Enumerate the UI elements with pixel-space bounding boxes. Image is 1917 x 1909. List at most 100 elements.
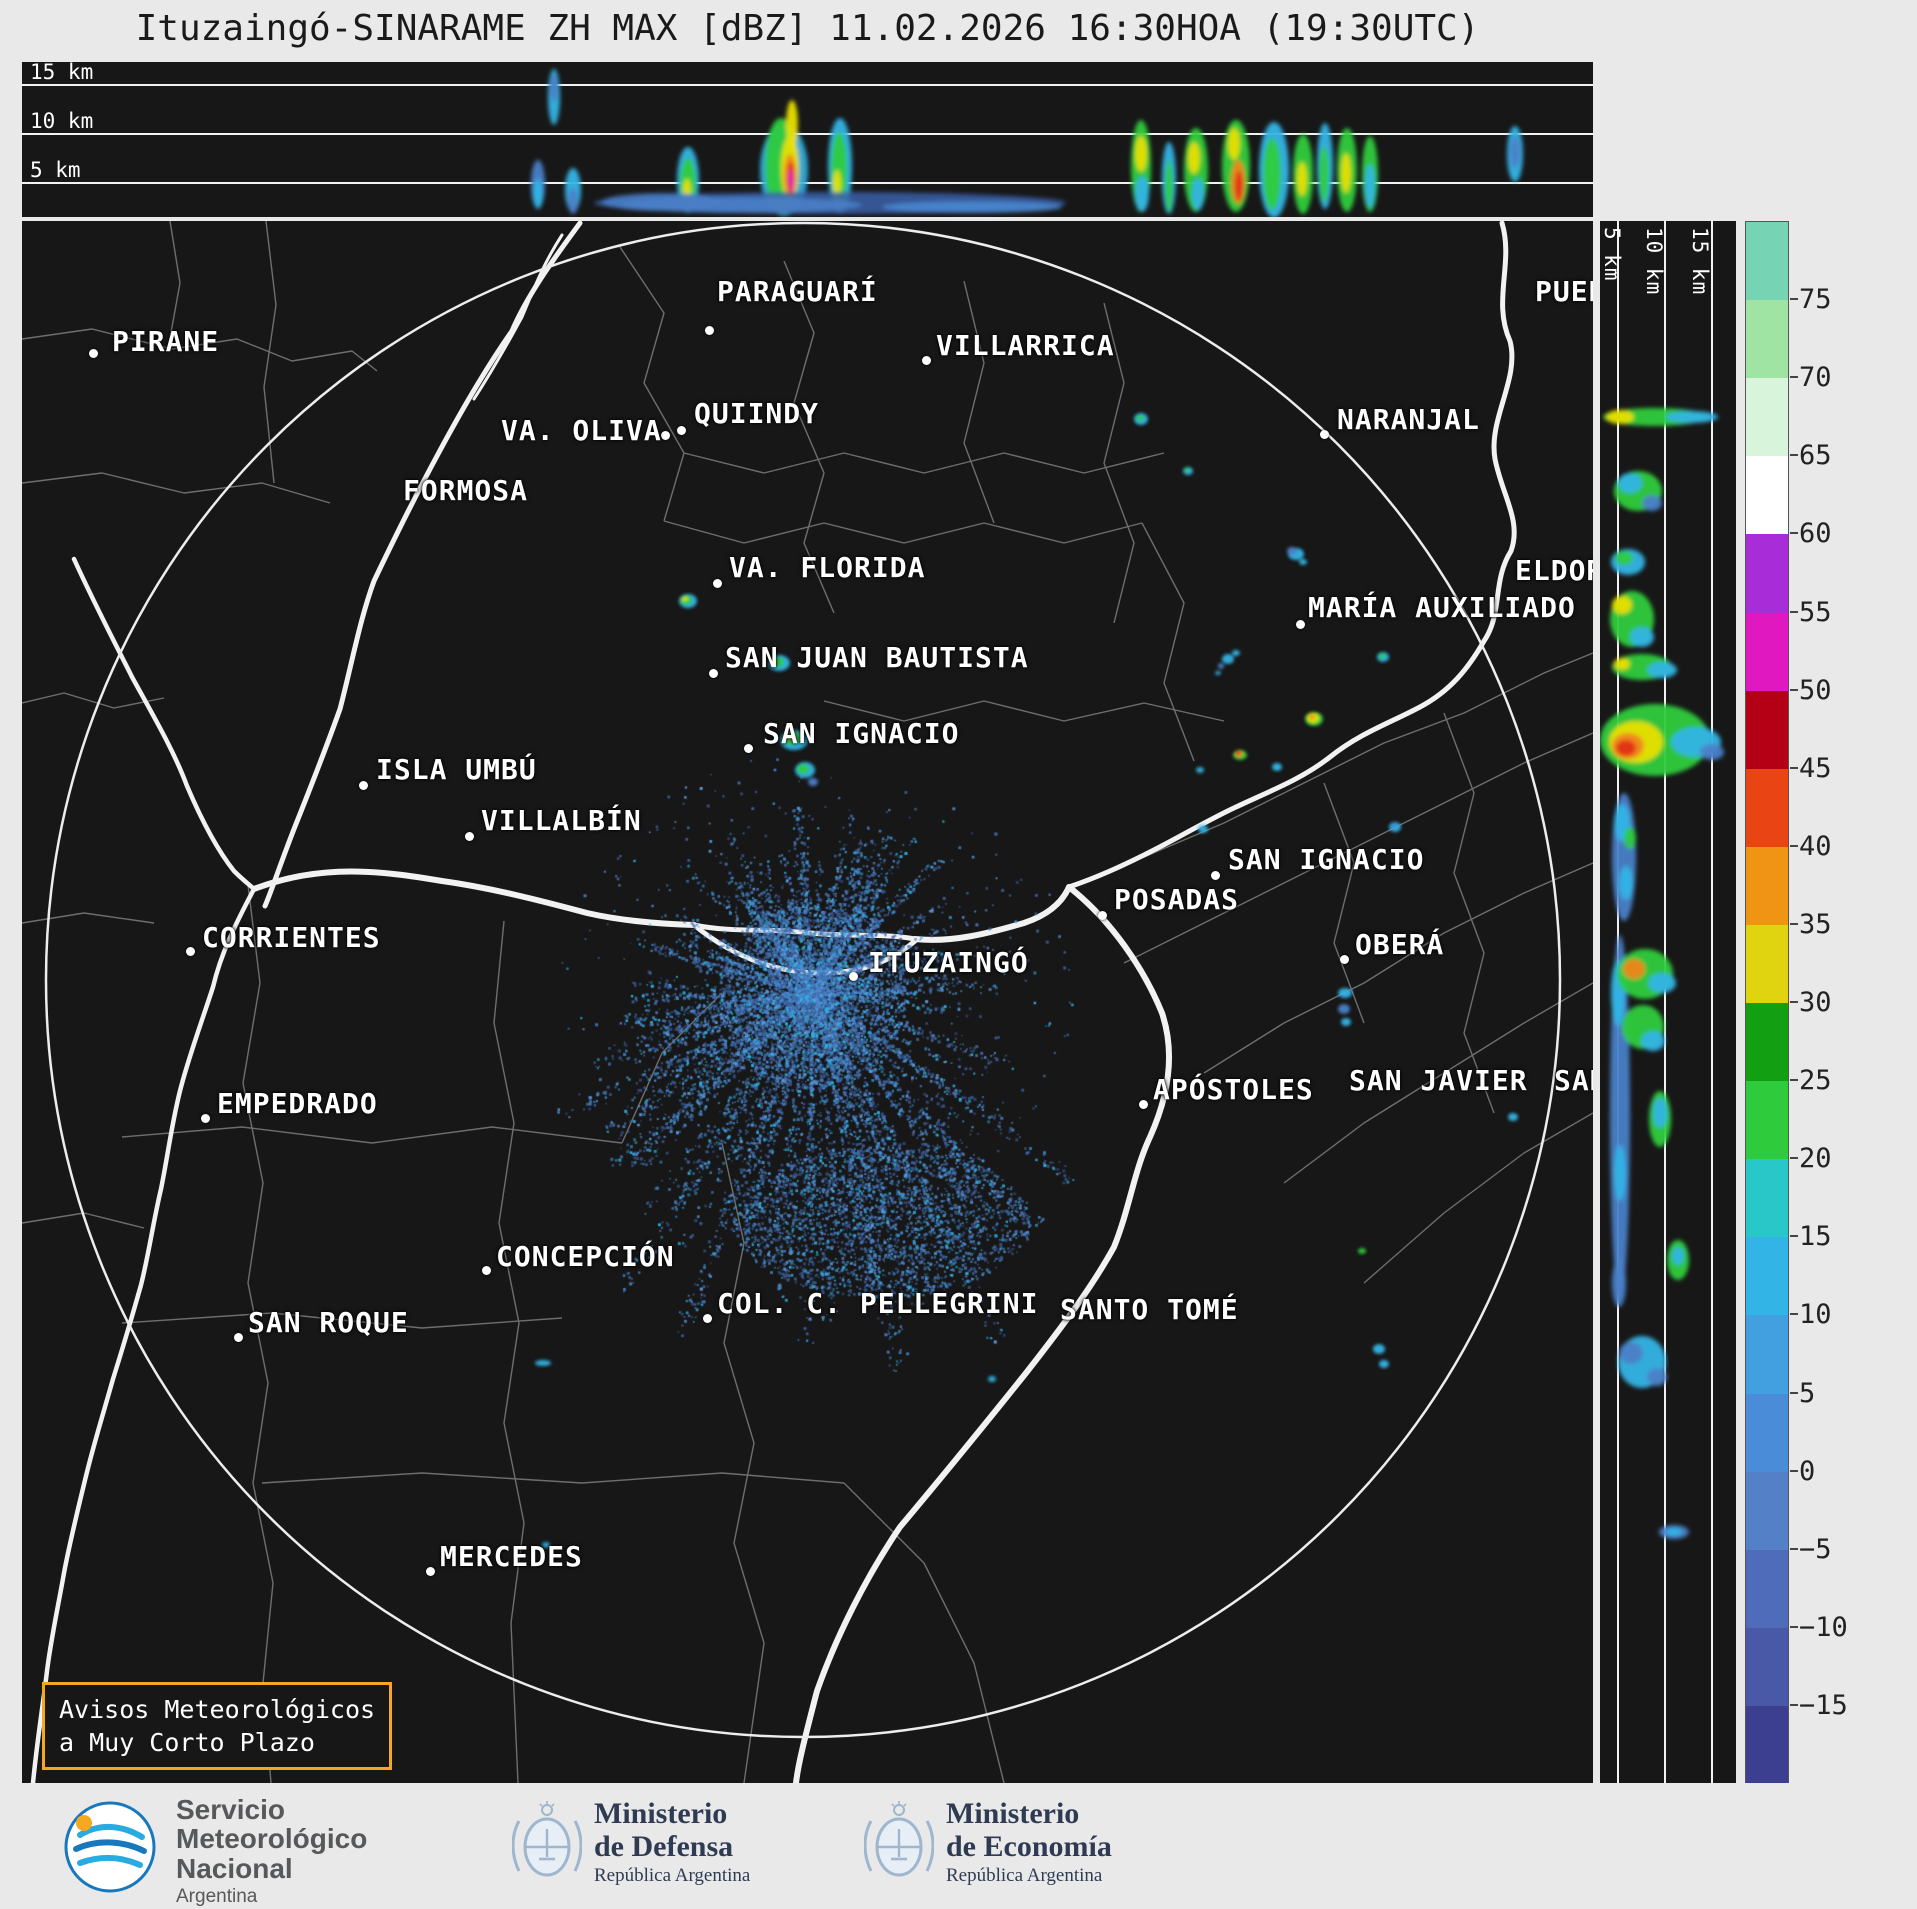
colorbar-segment: [1746, 1081, 1788, 1160]
colorbar-segment: [1746, 1237, 1788, 1316]
colorbar-tick: [1790, 1079, 1798, 1082]
warning-box: Avisos Meteorológicos a Muy Corto Plazo: [42, 1682, 393, 1770]
city-label: VILLARRICA: [936, 329, 1115, 362]
city-label: MERCEDES: [440, 1540, 583, 1573]
warning-line-1: Avisos Meteorológicos: [59, 1695, 376, 1724]
colorbar-tick-label: 40: [1799, 830, 1832, 862]
smn-logo-icon: [62, 1799, 158, 1895]
colorbar-tick: [1790, 922, 1798, 925]
city-label: ELDOR: [1515, 554, 1593, 587]
colorbar-tick-label: 50: [1799, 674, 1832, 706]
smn-wordmark: Servicio Meteorológico Nacional Argentin…: [176, 1795, 367, 1908]
colorbar-tick: [1790, 610, 1798, 613]
colorbar-tick: [1790, 532, 1798, 535]
colorbar-tick-label: 60: [1799, 518, 1832, 550]
city-label: ISLA UMBÚ: [376, 753, 537, 786]
colorbar-tick: [1790, 1157, 1798, 1160]
colorbar-segment: [1746, 1003, 1788, 1082]
city-dot: [234, 1333, 243, 1342]
height-label-10km: 10 km: [1642, 227, 1666, 296]
colorbar-tick-label: 45: [1799, 752, 1832, 784]
colorbar-tick-label: −5: [1799, 1533, 1832, 1565]
economia-sub: República Argentina: [946, 1865, 1103, 1886]
city-dot: [1139, 1100, 1148, 1109]
colorbar-segment: [1746, 378, 1788, 457]
height-label-5km: 5 km: [1600, 227, 1624, 282]
economia-wordmark: Ministerio de Economía República Argenti…: [946, 1797, 1112, 1887]
height-label-10km: 10 km: [30, 109, 94, 133]
smn-line-1: Servicio: [176, 1794, 285, 1825]
colorbar-segment: [1746, 300, 1788, 379]
city-label: EMPEDRADO: [217, 1087, 378, 1120]
city-label: SAN IGNACIO: [763, 717, 960, 750]
city-label: PUER: [1535, 275, 1593, 308]
city-label: SANTO TOMÉ: [1060, 1293, 1239, 1326]
colorbar-segment: [1746, 612, 1788, 692]
colorbar-tick: [1790, 376, 1798, 379]
colorbar-tick: [1790, 1625, 1798, 1628]
right-cross-section-panel: 5 km 10 km 15 km: [1600, 221, 1736, 1783]
city-label: VILLALBÍN: [481, 804, 642, 837]
city-label: SAN JAVIER: [1349, 1064, 1528, 1097]
city-label: CORRIENTES: [202, 921, 381, 954]
colorbar-tick-label: 70: [1799, 362, 1832, 394]
colorbar-tick: [1790, 844, 1798, 847]
colorbar-tick-label: 35: [1799, 908, 1832, 940]
colorbar-tick-label: 30: [1799, 987, 1832, 1018]
colorbar-segment: [1746, 924, 1788, 1004]
colorbar-segment: [1746, 1393, 1788, 1473]
city-label: SAN: [1554, 1064, 1593, 1097]
city-dot: [744, 744, 753, 753]
height-label-5km: 5 km: [30, 158, 81, 182]
colorbar-segment: [1746, 1627, 1788, 1707]
colorbar-segment: [1746, 1549, 1788, 1629]
colorbar-tick: [1790, 298, 1798, 301]
height-gridline-15km: [1711, 221, 1713, 1783]
city-label: FORMOSA: [403, 474, 529, 507]
colorbar-tick-label: 25: [1799, 1065, 1832, 1097]
city-label: SAN IGNACIO: [1228, 843, 1425, 876]
city-label: OBERÁ: [1355, 928, 1445, 961]
economia-line-2: de Economía: [946, 1830, 1112, 1863]
colorbar-segment: [1746, 1705, 1788, 1785]
height-gridline-15km: [22, 84, 1593, 86]
city-dot: [89, 349, 98, 358]
colorbar-tick-label: −15: [1799, 1689, 1848, 1721]
colorbar-tick-label: 0: [1799, 1455, 1816, 1487]
city-dot: [922, 356, 931, 365]
colorbar-segment: [1746, 222, 1788, 301]
city-dot: [1098, 911, 1107, 920]
colorbar-tick: [1790, 1313, 1798, 1316]
city-label: ITUZAINGÓ: [868, 946, 1029, 979]
colorbar-tick-label: 15: [1799, 1221, 1832, 1253]
footer: Servicio Meteorológico Nacional Argentin…: [0, 1783, 1917, 1909]
city-dot: [1296, 620, 1305, 629]
city-dot: [1211, 871, 1220, 880]
colorbar-segment: [1746, 846, 1788, 926]
product-title: Ituzaingó-SINARAME ZH MAX [dBZ] 11.02.20…: [135, 8, 1480, 49]
colorbar-tick: [1790, 1001, 1798, 1003]
map-panel: PIRANE PARAGUARÍ VILLARRICA VA. OLIVA QUIIND…: [22, 221, 1593, 1783]
colorbar-tick: [1790, 688, 1798, 691]
colorbar-tick: [1790, 454, 1798, 457]
colorbar-segment: [1746, 1315, 1788, 1394]
city-label: SAN ROQUE: [248, 1306, 409, 1339]
top-echoes-layer: [531, 69, 1523, 217]
city-label: PARAGUARÍ: [717, 275, 878, 308]
colorbar-segment: [1746, 768, 1788, 848]
city-dot: [1340, 955, 1349, 964]
colorbar-segment: [1746, 690, 1788, 770]
city-label: APÓSTOLES: [1153, 1073, 1314, 1106]
city-dot: [201, 1114, 210, 1123]
city-dot: [677, 426, 686, 435]
city-label: VA. OLIVA: [501, 414, 662, 447]
city-label: POSADAS: [1114, 883, 1240, 916]
city-dot: [849, 972, 858, 981]
radar-clutter-layer: [22, 221, 1593, 1783]
height-label-15km: 15 km: [1688, 227, 1712, 296]
economia-coat-of-arms-icon: [864, 1801, 934, 1889]
city-label: MARÍA AUXILIADO: [1308, 591, 1576, 624]
city-label: QUIINDY: [694, 397, 820, 430]
defensa-sub: República Argentina: [594, 1865, 751, 1886]
defensa-coat-of-arms-icon: [512, 1801, 582, 1889]
